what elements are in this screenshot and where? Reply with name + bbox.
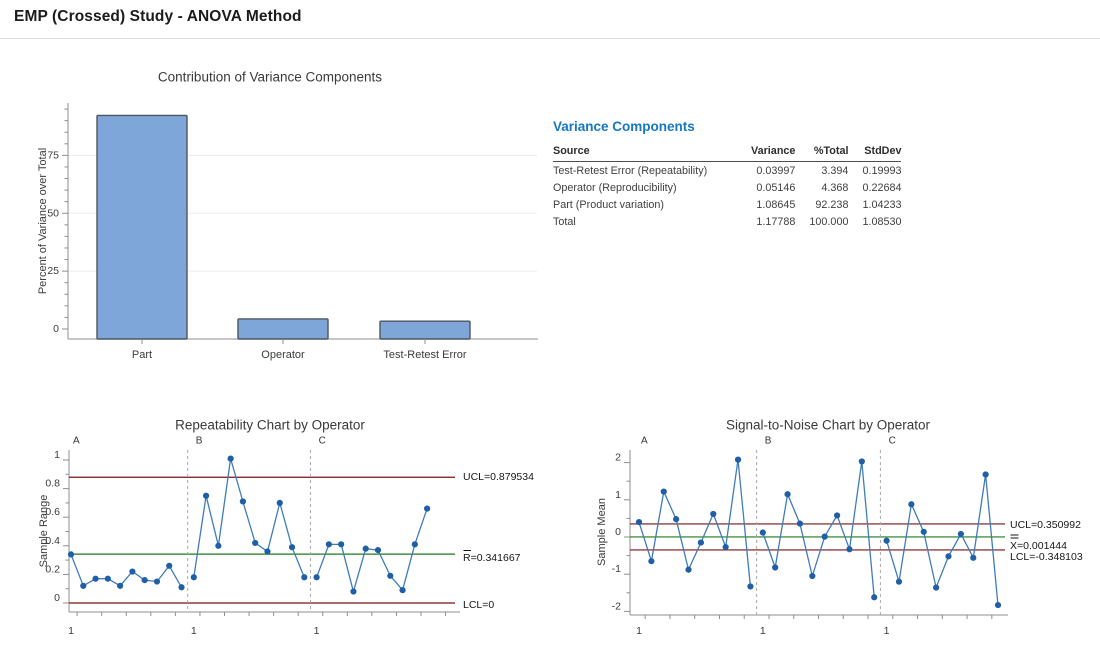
column-header: Variance xyxy=(737,143,796,162)
header-row: Source Variance %Total StdDev xyxy=(553,143,902,162)
value-cell: 1.08530 xyxy=(862,216,902,228)
variance-components-section: Variance Components Source Variance %Total… xyxy=(553,119,902,231)
svg-text:1: 1 xyxy=(54,449,60,461)
value-cell: 3.394 xyxy=(821,165,849,177)
svg-text:2: 2 xyxy=(615,452,621,464)
table-row: Total 1.17788 100.000 1.08530 xyxy=(553,213,901,230)
svg-text:Repeatability Chart by Operato: Repeatability Chart by Operator xyxy=(175,418,365,433)
svg-text:B: B xyxy=(765,436,772,447)
contribution-of-variance-chart: Contribution of Variance Components Perce… xyxy=(37,70,538,361)
signal-to-noise-chart: Signal-to-Noise Chart by Operator Sample … xyxy=(596,418,1083,638)
svg-text:0.6: 0.6 xyxy=(45,506,60,518)
svg-text:X=0.001444: X=0.001444 xyxy=(1010,540,1067,552)
svg-text:0: 0 xyxy=(53,323,59,335)
value-cell: 0.19993 xyxy=(862,165,902,177)
svg-text:0.4: 0.4 xyxy=(45,535,60,547)
svg-text:1: 1 xyxy=(191,625,197,637)
value-cell: 1.17788 xyxy=(756,216,796,228)
svg-text:-2: -2 xyxy=(612,600,621,612)
svg-text:A: A xyxy=(641,436,648,447)
svg-text:Sample Mean: Sample Mean xyxy=(596,498,608,566)
svg-text:0: 0 xyxy=(615,526,621,538)
value-cell: 0.05146 xyxy=(756,182,796,194)
value-cell: 0.22684 xyxy=(862,182,902,194)
svg-text:0.2: 0.2 xyxy=(45,563,60,575)
svg-text:A: A xyxy=(73,436,80,447)
svg-text:-1: -1 xyxy=(612,563,621,575)
report-title: EMP (Crossed) Study - ANOVA Method xyxy=(14,8,302,25)
svg-text:0: 0 xyxy=(54,592,60,604)
svg-text:UCL=0.350992: UCL=0.350992 xyxy=(1010,519,1081,531)
svg-text:1: 1 xyxy=(636,625,642,637)
column-header: StdDev xyxy=(848,143,902,162)
svg-text:C: C xyxy=(319,436,326,447)
svg-text:Contribution of Variance Compo: Contribution of Variance Components xyxy=(158,70,382,85)
svg-text:1: 1 xyxy=(68,625,74,637)
source-cell: Part (Product variation) xyxy=(553,199,665,211)
svg-text:LCL=0: LCL=0 xyxy=(463,599,494,611)
variance-table-header: Source Variance %Total StdDev xyxy=(553,143,902,162)
source-cell: Total xyxy=(553,216,576,228)
table-row: Operator (Reproducibility) 0.05146 4.368 0.… xyxy=(553,179,901,196)
svg-text:Part: Part xyxy=(132,349,152,361)
header-divider xyxy=(0,38,1100,39)
svg-text:1: 1 xyxy=(314,625,320,637)
value-cell: 1.04233 xyxy=(862,199,902,211)
table-row: Part (Product variation) 1.08645 92.238 1.0… xyxy=(553,196,901,213)
svg-text:Percent of Variance over Total: Percent of Variance over Total xyxy=(37,148,49,294)
svg-text:1: 1 xyxy=(760,625,766,637)
svg-text:Signal-to-Noise Chart by Opera: Signal-to-Noise Chart by Operator xyxy=(726,418,931,433)
svg-text:Operator: Operator xyxy=(261,349,305,361)
svg-text:25: 25 xyxy=(47,265,59,277)
value-cell: 4.368 xyxy=(821,182,849,194)
table-row: Test-Retest Error (Repeatability) 0.03997… xyxy=(553,162,901,180)
svg-text:LCL=-0.348103: LCL=-0.348103 xyxy=(1010,551,1083,563)
svg-text:Test-Retest Error: Test-Retest Error xyxy=(383,349,466,361)
source-cell: Operator (Reproducibility) xyxy=(553,182,677,194)
svg-text:1: 1 xyxy=(884,625,890,637)
column-header: %Total xyxy=(795,143,849,162)
svg-text:UCL=0.879534: UCL=0.879534 xyxy=(463,471,534,483)
svg-text:75: 75 xyxy=(47,149,59,161)
value-cell: 100.000 xyxy=(809,216,849,228)
source-cell: Test-Retest Error (Repeatability) xyxy=(553,165,708,177)
value-cell: 1.08645 xyxy=(756,199,796,211)
variance-table-body: Test-Retest Error (Repeatability) 0.03997… xyxy=(553,162,901,231)
value-cell: 92.238 xyxy=(815,199,849,211)
svg-text:C: C xyxy=(889,436,896,447)
value-cell: 0.03997 xyxy=(756,165,796,177)
repeatability-chart: Repeatability Chart by Operator Sample Ra… xyxy=(38,418,534,638)
svg-text:0.8: 0.8 xyxy=(45,478,60,490)
svg-text:50: 50 xyxy=(47,207,59,219)
svg-text:R=0.341667: R=0.341667 xyxy=(463,552,521,564)
svg-text:B: B xyxy=(196,436,203,447)
column-header: Source xyxy=(553,143,737,162)
svg-text:Sample Range: Sample Range xyxy=(38,495,50,568)
svg-text:1: 1 xyxy=(615,489,621,501)
variance-components-heading: Variance Components xyxy=(553,119,695,134)
variance-components-table: Source Variance %Total StdDev Test-Retest E… xyxy=(553,143,902,231)
